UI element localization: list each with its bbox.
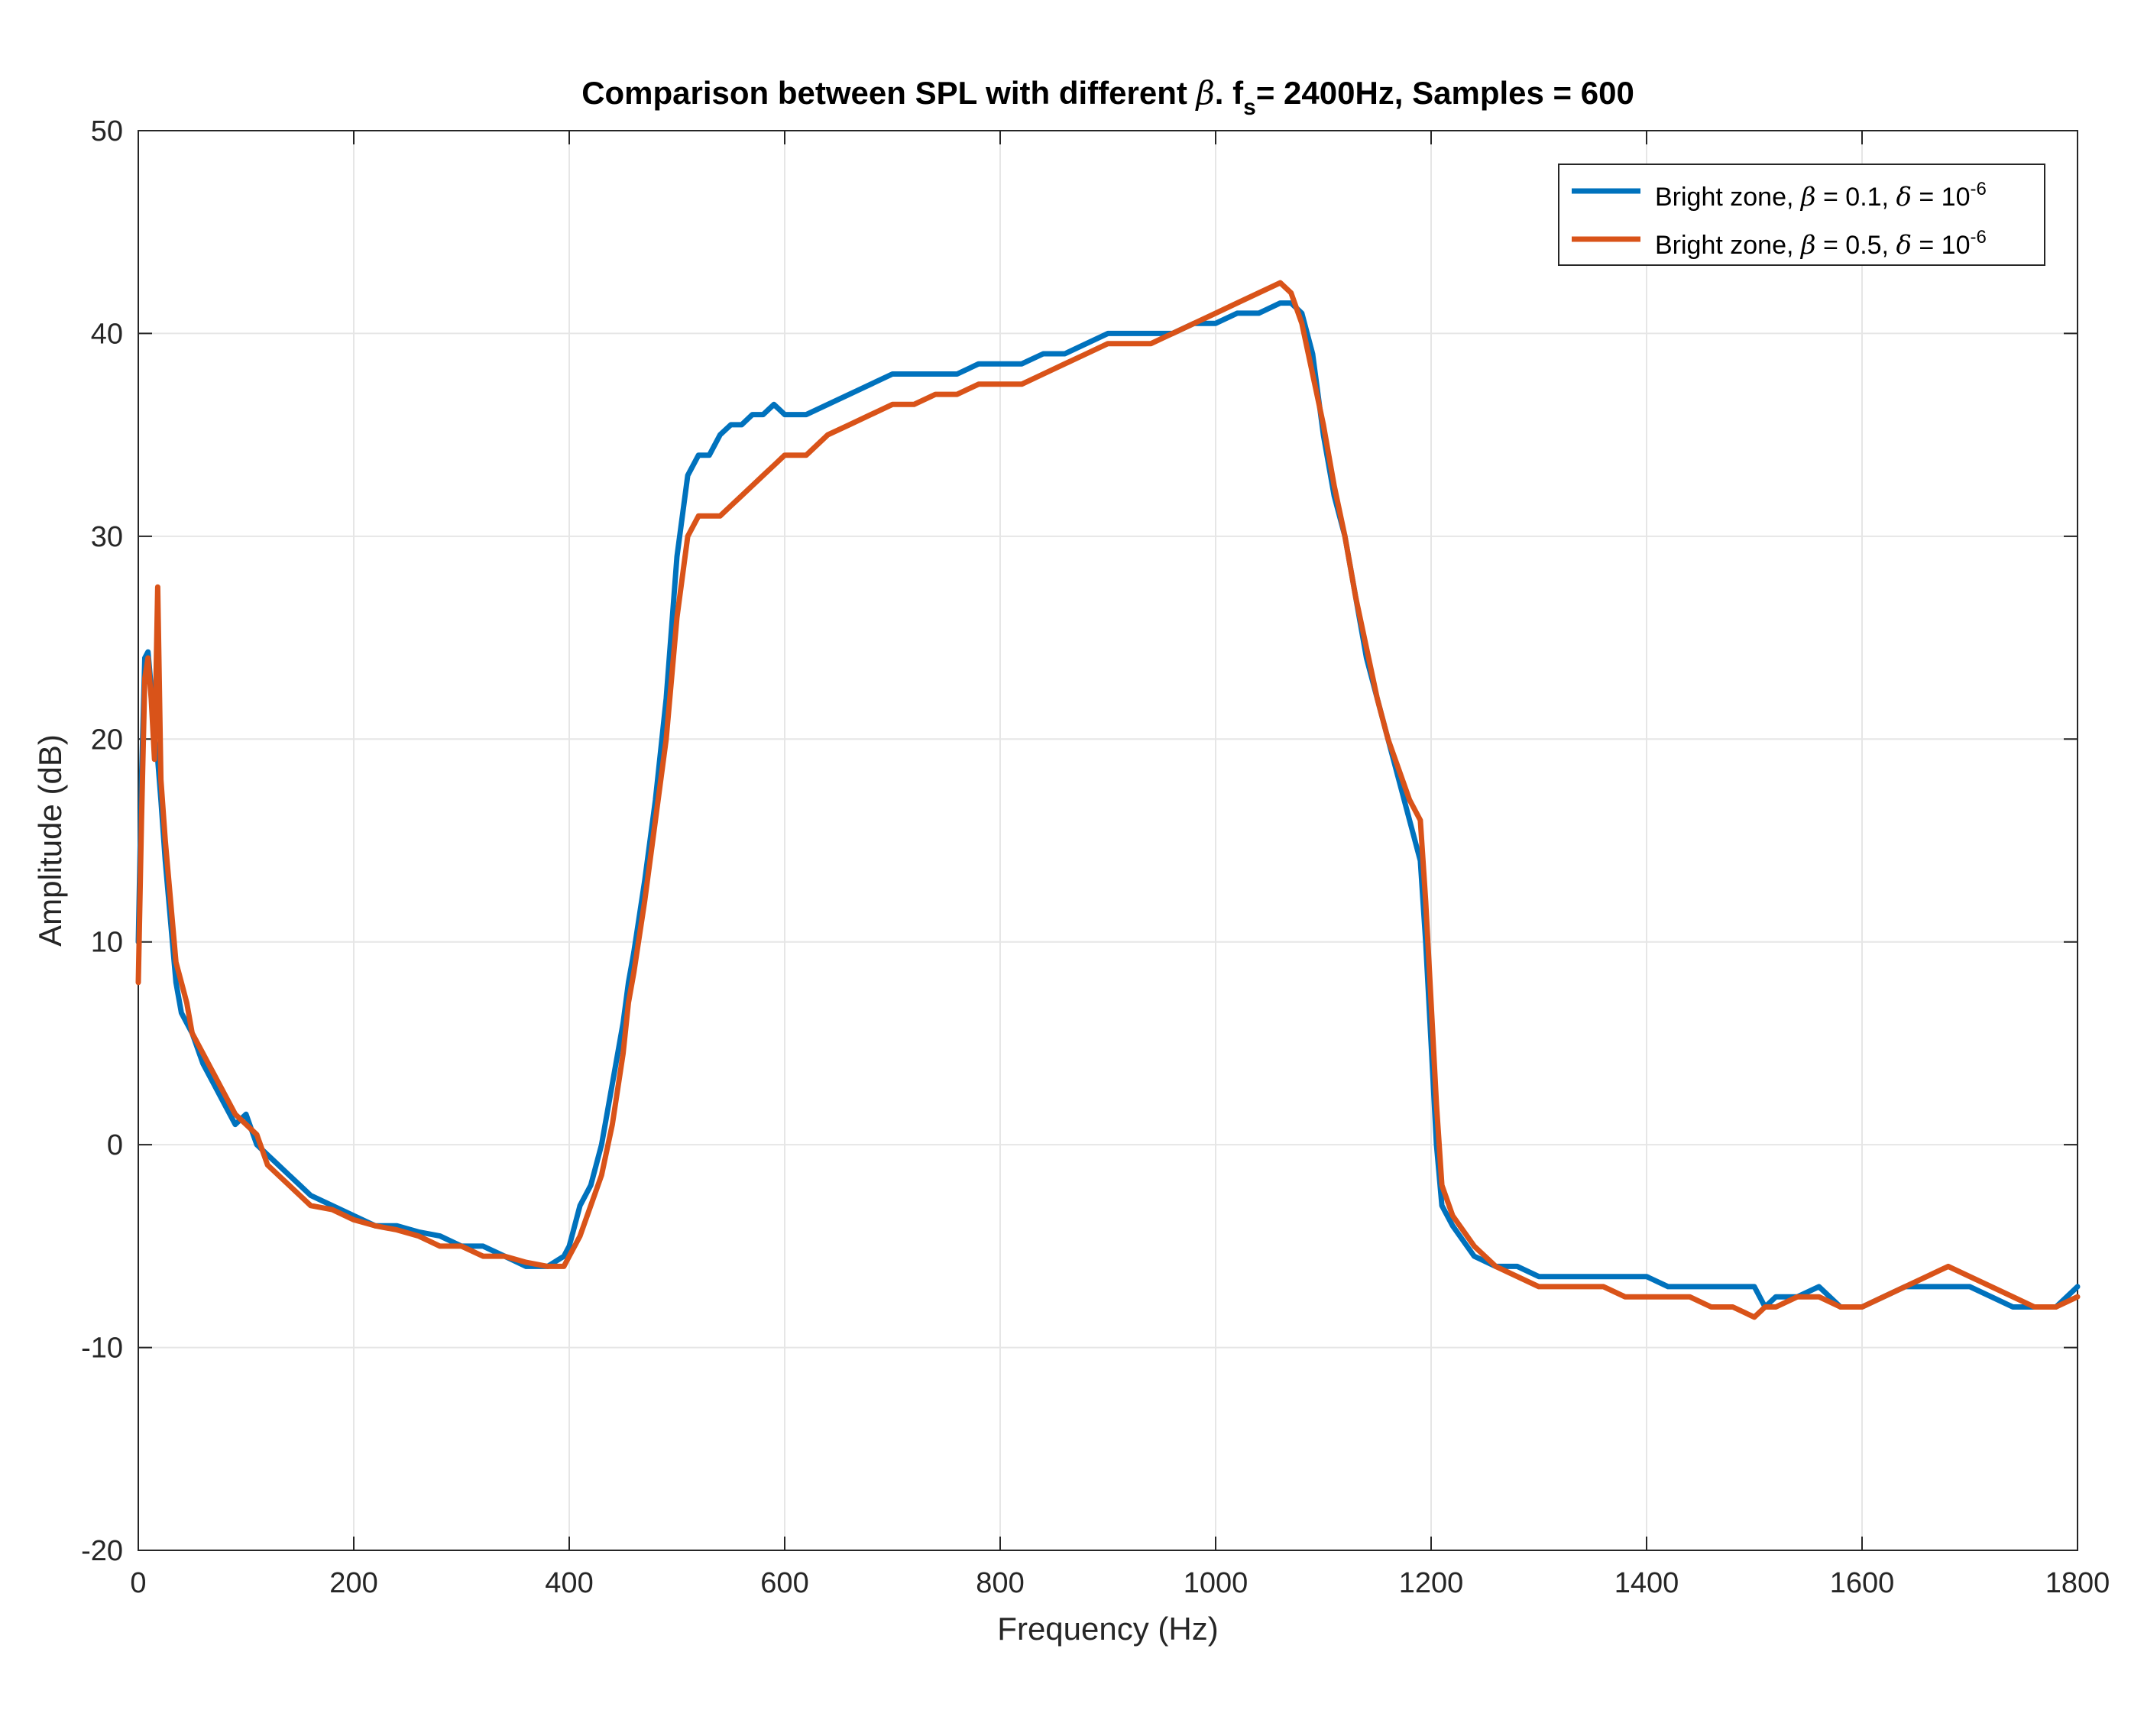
y-tick-label: 30 <box>91 521 123 553</box>
x-tick-label: 800 <box>976 1567 1024 1599</box>
y-tick-label: 40 <box>91 318 123 350</box>
x-tick-label: 1800 <box>2045 1567 2110 1599</box>
y-tick-label: 10 <box>91 927 123 959</box>
y-tick-label: 20 <box>91 724 123 756</box>
series-line-1 <box>135 300 2081 1310</box>
y-tick-label: 50 <box>91 115 123 147</box>
legend-box <box>1558 164 2045 266</box>
y-tick-label: 0 <box>107 1129 123 1161</box>
series-line-2 <box>135 280 2081 1320</box>
x-axis-label: Frequency (Hz) <box>997 1611 1218 1647</box>
series-lines <box>135 280 2081 1320</box>
chart-title: Comparison between SPL with different β.… <box>581 74 1634 120</box>
y-axis-label: Amplitude (dB) <box>32 734 68 947</box>
legend-entry-series-1: Bright zone, β = 0.1, δ = 10-6 <box>1655 179 1987 212</box>
x-tick-label: 1000 <box>1184 1567 1248 1599</box>
x-tick-label: 600 <box>760 1567 808 1599</box>
x-tick-label: 1200 <box>1399 1567 1464 1599</box>
x-tick-label: 400 <box>545 1567 593 1599</box>
y-tick-label: -20 <box>81 1535 123 1567</box>
x-tick-label: 200 <box>329 1567 377 1599</box>
legend: Bright zone, β = 0.1, δ = 10-6 Bright zo… <box>1558 164 2045 266</box>
legend-entry-series-2: Bright zone, β = 0.5, δ = 10-6 <box>1655 227 1987 261</box>
y-tick-label: -10 <box>81 1333 123 1365</box>
x-tick-label: 1600 <box>1830 1567 1895 1599</box>
axis-ticks: 0 200 400 600 800 1000 1200 1400 1600 1800 -20 -10 0… <box>81 115 2110 1599</box>
x-tick-label: 0 <box>130 1567 146 1599</box>
x-tick-label: 1400 <box>1614 1567 1679 1599</box>
